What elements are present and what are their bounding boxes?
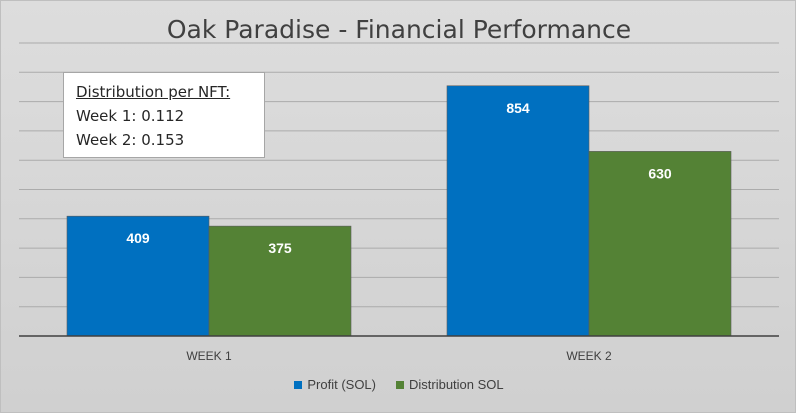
annotation-heading: Distribution per NFT: [76, 83, 231, 101]
annotation-line-week2: Week 2: 0.153 [76, 131, 185, 149]
legend-swatch-distribution [395, 380, 404, 389]
legend-item-profit: Profit (SOL) [294, 377, 376, 392]
data-label: 375 [268, 240, 292, 256]
x-tick-label: WEEK 2 [566, 349, 612, 363]
data-label: 854 [506, 100, 530, 116]
legend: Profit (SOL) Distribution SOL [1, 377, 796, 392]
data-label: 409 [126, 230, 150, 246]
legend-item-distribution: Distribution SOL [395, 377, 504, 392]
bar [208, 225, 352, 337]
annotation-line-week1: Week 1: 0.112 [76, 107, 185, 125]
chart-title: Oak Paradise - Financial Performance [166, 15, 632, 44]
x-tick-label: WEEK 1 [186, 349, 232, 363]
legend-swatch-profit [294, 380, 303, 389]
data-label: 630 [648, 165, 672, 181]
legend-label-distribution: Distribution SOL [408, 377, 504, 392]
annotation-box: Distribution per NFT: Week 1: 0.112 Week… [63, 72, 265, 158]
legend-label-profit: Profit (SOL) [307, 377, 376, 392]
bar [66, 215, 210, 337]
bar [446, 85, 590, 337]
bar [588, 151, 732, 337]
